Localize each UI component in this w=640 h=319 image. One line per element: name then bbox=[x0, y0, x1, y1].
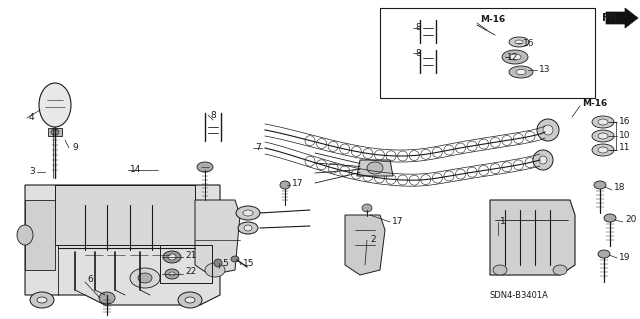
Text: 16: 16 bbox=[619, 117, 630, 127]
Polygon shape bbox=[25, 185, 220, 305]
Text: 1: 1 bbox=[500, 218, 506, 226]
Text: 7: 7 bbox=[255, 144, 260, 152]
Text: 9: 9 bbox=[72, 144, 77, 152]
Bar bbox=[380, 8, 595, 98]
Ellipse shape bbox=[543, 125, 553, 135]
Ellipse shape bbox=[280, 181, 290, 189]
Text: SDN4-B3401A: SDN4-B3401A bbox=[490, 291, 549, 300]
Text: 22: 22 bbox=[185, 268, 196, 277]
Text: 16: 16 bbox=[523, 39, 534, 48]
Ellipse shape bbox=[243, 210, 253, 216]
Ellipse shape bbox=[598, 119, 608, 125]
Text: 21: 21 bbox=[185, 250, 196, 259]
Ellipse shape bbox=[502, 50, 528, 64]
Bar bbox=[55, 185, 195, 245]
Text: 17: 17 bbox=[392, 218, 403, 226]
Ellipse shape bbox=[598, 147, 608, 153]
Polygon shape bbox=[606, 8, 638, 28]
Ellipse shape bbox=[594, 181, 606, 189]
Text: 2: 2 bbox=[370, 235, 376, 244]
Text: 10: 10 bbox=[619, 130, 630, 139]
Ellipse shape bbox=[39, 83, 71, 127]
Ellipse shape bbox=[51, 129, 59, 135]
Polygon shape bbox=[195, 200, 240, 275]
Ellipse shape bbox=[598, 250, 610, 258]
Ellipse shape bbox=[17, 225, 33, 245]
Bar bbox=[48, 128, 62, 136]
Ellipse shape bbox=[553, 265, 567, 275]
Bar bbox=[160, 245, 212, 283]
Ellipse shape bbox=[197, 162, 213, 172]
Polygon shape bbox=[25, 200, 55, 270]
Text: 11: 11 bbox=[619, 144, 630, 152]
Text: 13: 13 bbox=[539, 65, 550, 75]
Ellipse shape bbox=[163, 251, 181, 263]
Ellipse shape bbox=[185, 297, 195, 303]
Ellipse shape bbox=[244, 225, 252, 231]
Text: 3: 3 bbox=[29, 167, 35, 176]
Text: 5: 5 bbox=[222, 258, 228, 268]
Polygon shape bbox=[345, 215, 385, 275]
Text: 17: 17 bbox=[292, 179, 303, 188]
Ellipse shape bbox=[30, 292, 54, 308]
Text: M-16: M-16 bbox=[480, 16, 505, 25]
Polygon shape bbox=[357, 160, 393, 176]
Ellipse shape bbox=[367, 162, 383, 174]
Ellipse shape bbox=[509, 54, 521, 60]
Text: FR.: FR. bbox=[602, 13, 621, 23]
Ellipse shape bbox=[178, 292, 202, 308]
Text: 18: 18 bbox=[614, 183, 625, 192]
Ellipse shape bbox=[516, 70, 526, 75]
Ellipse shape bbox=[168, 254, 176, 260]
Ellipse shape bbox=[592, 116, 614, 128]
Ellipse shape bbox=[537, 119, 559, 141]
Ellipse shape bbox=[362, 204, 372, 212]
Ellipse shape bbox=[604, 214, 616, 222]
Ellipse shape bbox=[99, 292, 115, 304]
Ellipse shape bbox=[205, 263, 225, 277]
Ellipse shape bbox=[533, 150, 553, 170]
Ellipse shape bbox=[509, 66, 533, 78]
Text: 12: 12 bbox=[507, 53, 518, 62]
Text: 8: 8 bbox=[210, 110, 216, 120]
Text: 4: 4 bbox=[29, 114, 35, 122]
Ellipse shape bbox=[165, 269, 179, 279]
Text: 8: 8 bbox=[415, 48, 420, 57]
Text: 14: 14 bbox=[130, 166, 141, 174]
Ellipse shape bbox=[214, 259, 222, 267]
Text: 19: 19 bbox=[619, 254, 630, 263]
Text: 8: 8 bbox=[415, 24, 420, 33]
Ellipse shape bbox=[515, 40, 523, 44]
Ellipse shape bbox=[236, 206, 260, 220]
Ellipse shape bbox=[592, 144, 614, 156]
Ellipse shape bbox=[130, 268, 160, 288]
Text: M-16: M-16 bbox=[582, 99, 607, 108]
Ellipse shape bbox=[592, 130, 614, 142]
Ellipse shape bbox=[238, 222, 258, 234]
Ellipse shape bbox=[598, 133, 608, 139]
Ellipse shape bbox=[138, 273, 152, 283]
Ellipse shape bbox=[37, 297, 47, 303]
Ellipse shape bbox=[231, 256, 239, 262]
Polygon shape bbox=[490, 200, 575, 275]
Ellipse shape bbox=[169, 272, 175, 276]
Ellipse shape bbox=[509, 37, 529, 47]
Ellipse shape bbox=[493, 265, 507, 275]
Text: 6: 6 bbox=[87, 276, 93, 285]
Text: 15: 15 bbox=[243, 258, 255, 268]
Text: 20: 20 bbox=[625, 216, 636, 225]
Ellipse shape bbox=[539, 156, 547, 164]
